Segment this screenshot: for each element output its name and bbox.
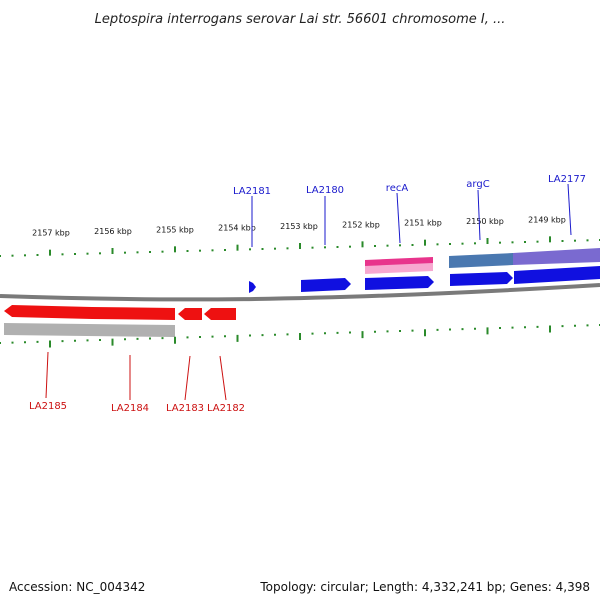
topology-text: Topology: circular; Length: 4,332,241 bp… bbox=[260, 580, 590, 594]
scale-label: 2154 kbp bbox=[218, 224, 256, 233]
top-scale-labels: 2157 kbp 2156 kbp 2155 kbp 2154 kbp 2153 kbp… bbox=[32, 215, 566, 237]
scale-label: 2157 kbp bbox=[32, 229, 70, 238]
chromosome-backbone bbox=[0, 283, 600, 302]
forward-gene-track bbox=[249, 266, 600, 293]
scale-label: 2155 kbp bbox=[156, 225, 194, 234]
scale-label: 2153 kbp bbox=[280, 222, 318, 231]
feature-band-magenta bbox=[365, 257, 433, 274]
gene-la2185-arrow[interactable] bbox=[4, 305, 92, 319]
gene-label-la2182[interactable]: LA2182 bbox=[207, 403, 245, 414]
leader-argc bbox=[477, 189, 481, 241]
gene-reca-arrow[interactable] bbox=[365, 276, 434, 290]
gene-label-la2185[interactable]: LA2185 bbox=[29, 401, 67, 412]
upper-feature-track bbox=[365, 248, 600, 274]
feature-band-steel-violet bbox=[449, 248, 600, 268]
scale-label: 2156 kbp bbox=[94, 227, 132, 236]
gene-argc-arrow[interactable] bbox=[450, 272, 513, 286]
scale-label: 2150 kbp bbox=[466, 217, 504, 226]
gene-label-la2184[interactable]: LA2184 bbox=[111, 403, 149, 414]
scale-label: 2152 kbp bbox=[342, 220, 380, 229]
gene-label-la2177[interactable]: LA2177 bbox=[548, 174, 586, 185]
gene-la2177-arrow[interactable] bbox=[514, 266, 600, 284]
gene-la2181-arrow[interactable] bbox=[249, 281, 256, 293]
gene-la2184-arrow[interactable] bbox=[92, 307, 175, 320]
scale-label: 2151 kbp bbox=[404, 219, 442, 228]
bottom-scale-ticks bbox=[0, 324, 600, 348]
leader-la2182 bbox=[219, 355, 227, 401]
forward-gene-labels: LA2181 LA2180 recA argC LA2177 bbox=[233, 174, 586, 247]
feature-band-gray bbox=[4, 323, 175, 337]
gene-label-argc[interactable]: argC bbox=[466, 179, 489, 190]
scale-label: 2149 kbp bbox=[528, 215, 566, 224]
map-title: Leptospira interrogans serovar Lai str. … bbox=[95, 12, 506, 27]
reverse-gene-track bbox=[4, 305, 236, 337]
accession-text: Accession: NC_004342 bbox=[9, 580, 146, 594]
gene-label-la2181[interactable]: LA2181 bbox=[233, 186, 271, 197]
gene-la2180-arrow[interactable] bbox=[301, 278, 351, 292]
leader-la2177 bbox=[567, 183, 572, 236]
leader-la2183 bbox=[184, 355, 191, 401]
top-scale-ticks bbox=[0, 236, 600, 257]
reverse-gene-labels: LA2185 LA2184 LA2183 LA2182 bbox=[29, 351, 245, 414]
leader-la2185 bbox=[45, 351, 49, 399]
gene-label-la2180[interactable]: LA2180 bbox=[306, 185, 344, 196]
gene-label-la2183[interactable]: LA2183 bbox=[166, 403, 204, 414]
gene-la2183-arrow[interactable] bbox=[178, 308, 202, 320]
leader-reca bbox=[396, 192, 401, 244]
gene-label-reca[interactable]: recA bbox=[386, 183, 409, 194]
gene-la2182-arrow[interactable] bbox=[204, 308, 236, 320]
